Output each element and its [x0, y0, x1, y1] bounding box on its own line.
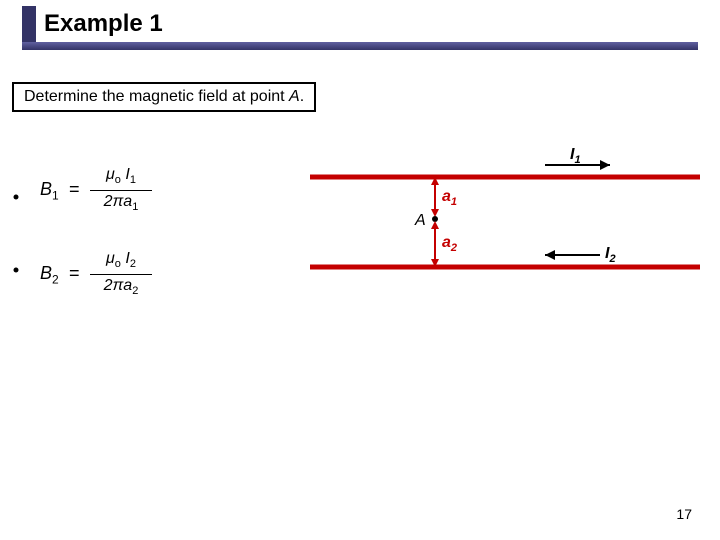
equations-block: B1 = μo I1 2πa1 B2 = μo I2 2πa2	[40, 165, 210, 333]
eq2-B: B	[40, 263, 52, 283]
page-number: 17	[676, 506, 692, 522]
equation-B2: B2 = μo I2 2πa2	[40, 249, 210, 303]
eq1-I-sub: 1	[130, 174, 136, 186]
eq2-mu: μ	[106, 250, 115, 267]
I2-label: I2	[605, 245, 616, 265]
eq2-denominator: 2πa2	[90, 274, 152, 302]
wires-diagram: I1 I2 a1 A a2	[310, 145, 700, 305]
I1-arrowhead	[600, 160, 610, 170]
a1-label: a1	[442, 188, 457, 208]
eq1-2pi: 2π	[104, 193, 124, 210]
prompt-text-suffix: .	[300, 88, 304, 105]
eq2-B-sub: 2	[52, 273, 59, 287]
eq1-numerator: μo I1	[90, 165, 152, 190]
eq2-2pi: 2π	[104, 277, 124, 294]
eq2-I-sub: 2	[130, 258, 136, 270]
eq1-a: a	[123, 193, 132, 210]
slide-title-area: Example 1	[0, 0, 720, 60]
eq1-fraction: μo I1 2πa1	[90, 165, 152, 218]
a2-dim-arrow-up	[431, 221, 439, 229]
slide-title: Example 1	[44, 10, 720, 38]
eq2-mu-sub: o	[115, 258, 121, 270]
eq1-lhs: B1 =	[40, 179, 79, 203]
eq1-mu: μ	[106, 166, 115, 183]
eq2-equals: =	[69, 263, 80, 283]
diagram-svg: I1 I2 a1 A a2	[310, 145, 700, 315]
equation-B1: B1 = μo I1 2πa1	[40, 165, 210, 219]
I2-arrowhead	[545, 250, 555, 260]
eq1-a-sub: 1	[132, 201, 138, 213]
eq2-a-sub: 2	[132, 285, 138, 297]
eq1-denominator: 2πa1	[90, 190, 152, 218]
prompt-text-prefix: Determine the magnetic field at point	[24, 88, 289, 105]
a2-label: a2	[442, 234, 457, 254]
eq2-a: a	[123, 277, 132, 294]
eq1-B: B	[40, 179, 52, 199]
eq1-B-sub: 1	[52, 189, 59, 203]
a1-dim-arrow-down	[431, 209, 439, 217]
prompt-point-label: A	[289, 88, 300, 105]
eq2-fraction: μo I2 2πa2	[90, 249, 152, 302]
eq2-lhs: B2 =	[40, 263, 79, 287]
eq2-numerator: μo I2	[90, 249, 152, 274]
I1-label: I1	[570, 146, 581, 166]
eq1-mu-sub: o	[115, 174, 121, 186]
eq1-equals: =	[69, 179, 80, 199]
title-underline-bar	[22, 42, 698, 50]
problem-prompt: Determine the magnetic field at point A.	[12, 82, 316, 112]
point-A-label: A	[414, 212, 426, 229]
